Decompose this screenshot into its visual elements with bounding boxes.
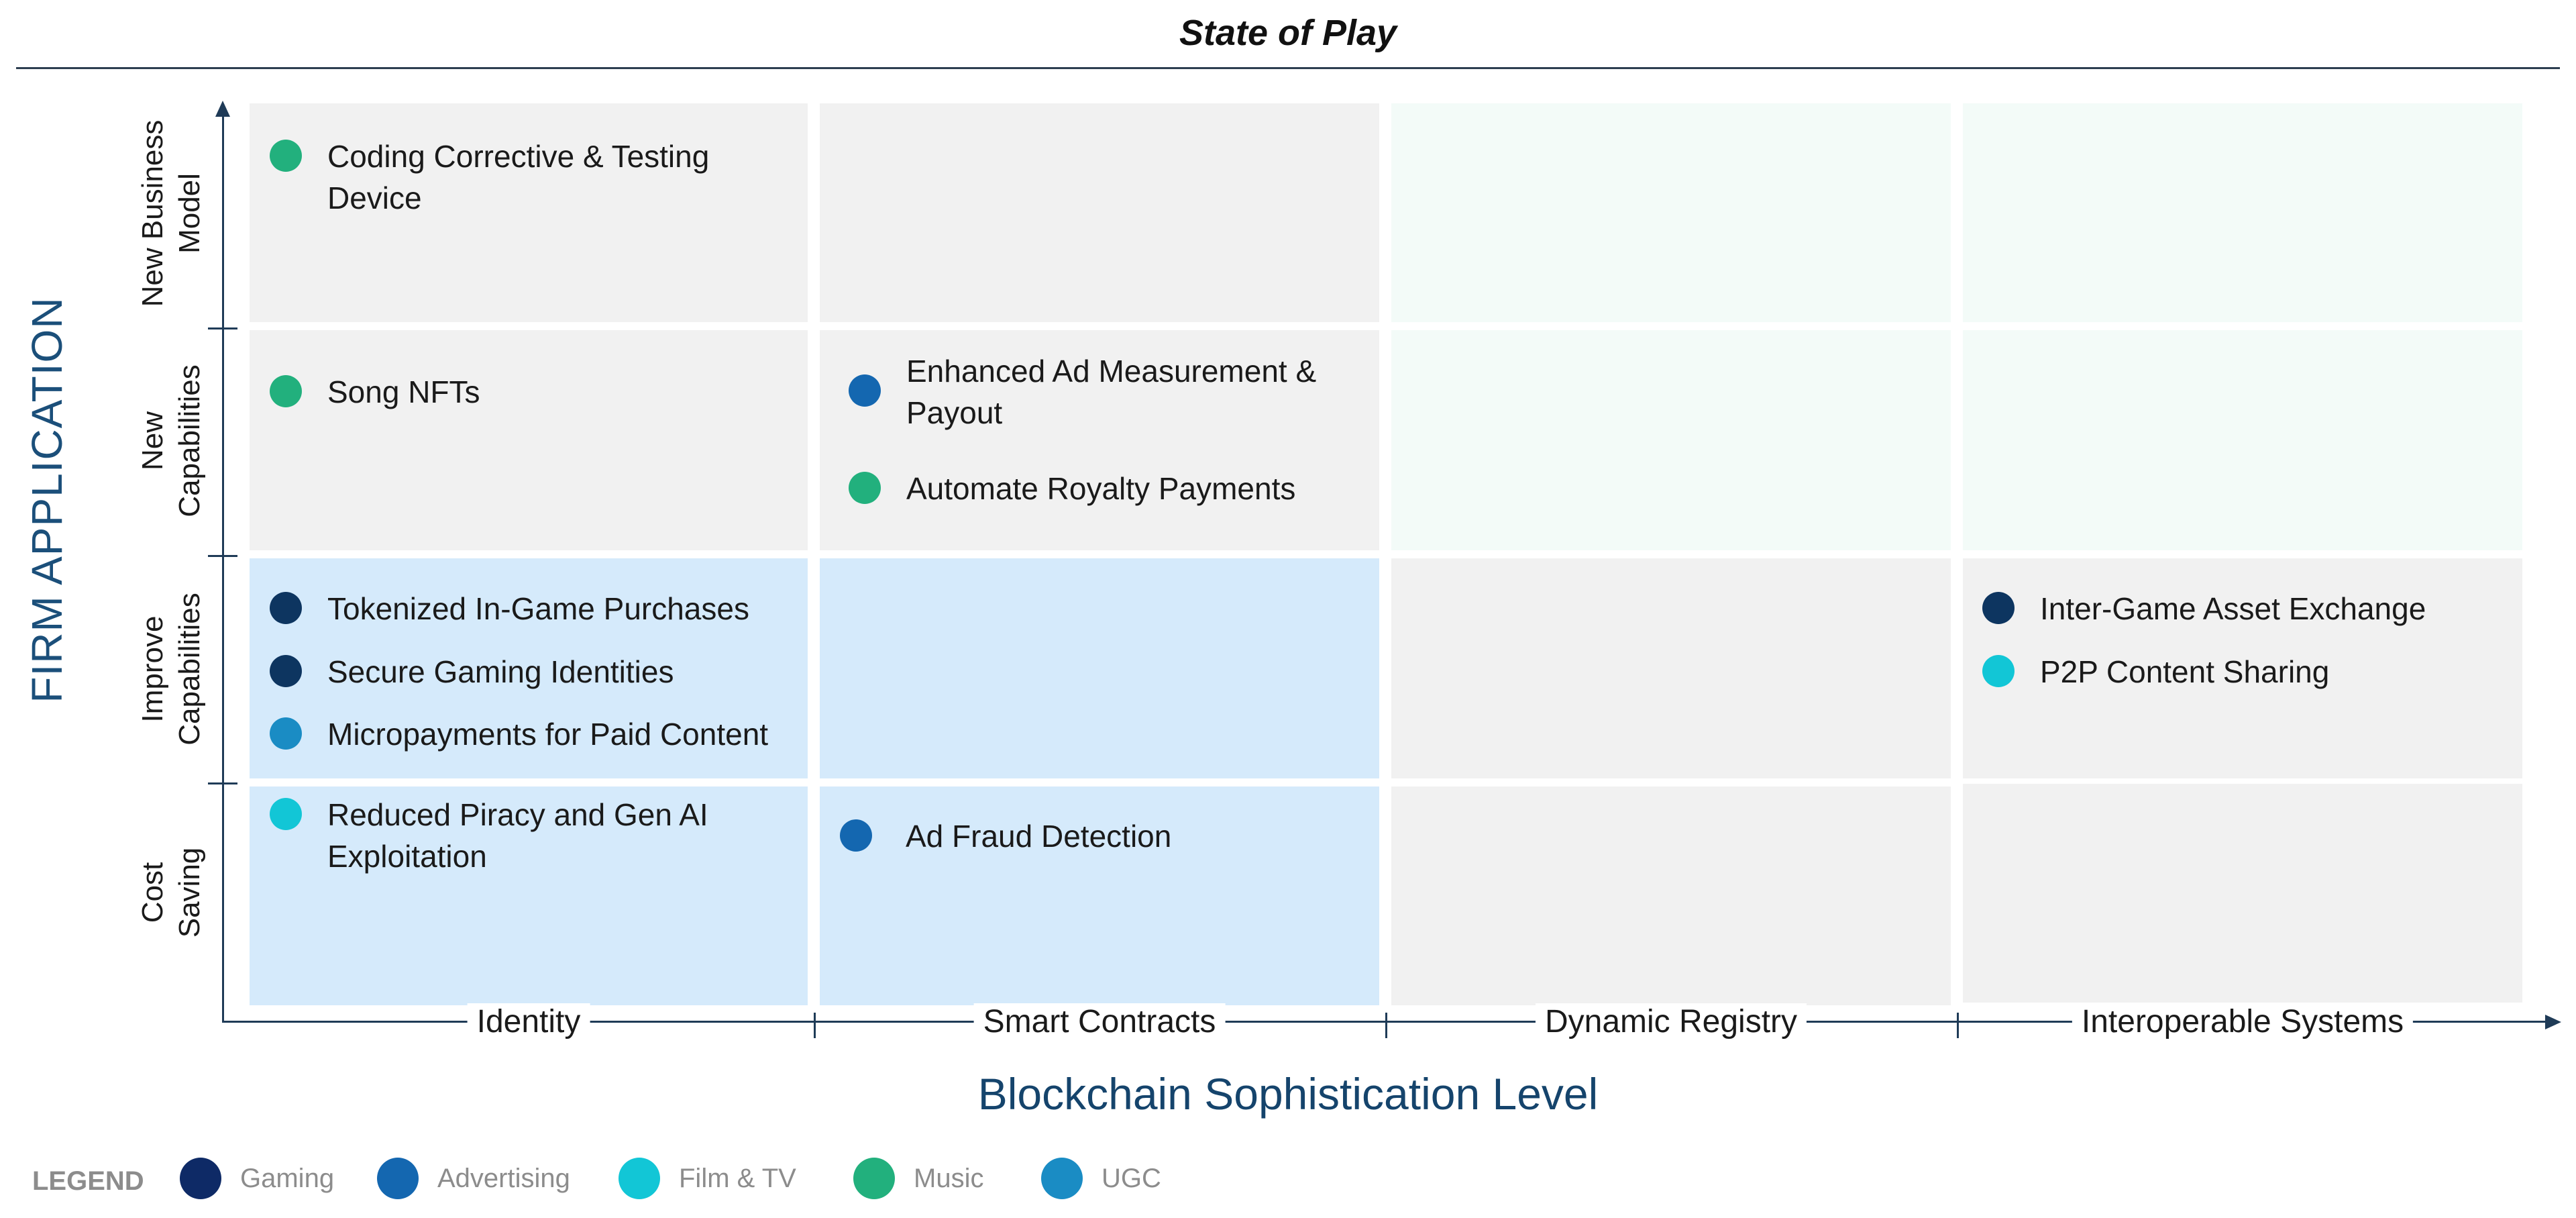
music-dot-icon xyxy=(270,140,302,172)
y-axis-title: FIRM APPLICATION xyxy=(23,297,71,703)
item-p2p-content-sharing: P2P Content Sharing xyxy=(1982,651,2519,693)
item-coding-corrective-testing-device: Coding Corrective & Testing Device xyxy=(270,136,780,219)
y-axis-tick xyxy=(208,327,237,329)
cell-new-business-model-identity xyxy=(250,103,808,322)
legend-item-music: Music xyxy=(853,1158,983,1199)
legend-label: UGC xyxy=(1102,1163,1161,1193)
row-label-line: New Business xyxy=(136,119,169,307)
column-label-identity: Identity xyxy=(467,1003,590,1040)
item-ad-fraud-detection: Ad Fraud Detection xyxy=(840,815,1363,857)
music-dot-icon xyxy=(849,472,881,504)
cell-new-capabilities-identity xyxy=(250,330,808,550)
legend-title: LEGEND xyxy=(32,1166,144,1196)
row-label-line: Capabilities xyxy=(173,364,206,517)
advertising-dot-icon xyxy=(849,374,881,407)
ugc-dot-icon xyxy=(1041,1158,1083,1199)
cell-cost-saving-interoperable-systems xyxy=(1963,784,2522,1003)
legend-item-advertising: Advertising xyxy=(377,1158,570,1199)
item-secure-gaming-identities: Secure Gaming Identities xyxy=(270,651,806,693)
item-label: Song NFTs xyxy=(327,374,480,409)
item-label: Ad Fraud Detection xyxy=(906,819,1172,854)
legend-label: Music xyxy=(914,1163,984,1193)
item-automate-royalty-payments: Automate Royalty Payments xyxy=(849,468,1358,509)
column-label-interoperable-systems: Interoperable Systems xyxy=(2072,1003,2414,1040)
x-axis-line xyxy=(222,1021,2546,1023)
row-label-line: Improve xyxy=(136,615,169,723)
item-micropayments-for-paid-content: Micropayments for Paid Content xyxy=(270,713,806,755)
advertising-dot-icon xyxy=(840,819,872,852)
legend-item-ugc: UGC xyxy=(1041,1158,1161,1199)
legend-label: Gaming xyxy=(240,1163,335,1193)
item-label: Reduced Piracy and Gen AI Exploitation xyxy=(327,797,708,874)
item-label: Secure Gaming Identities xyxy=(327,654,674,689)
advertising-dot-icon xyxy=(377,1158,419,1199)
cell-new-capabilities-smart-contracts xyxy=(820,330,1379,550)
x-axis-tick xyxy=(814,1013,816,1038)
item-label: Enhanced Ad Measurement & Payout xyxy=(906,354,1317,430)
row-label-line: Saving xyxy=(173,847,206,938)
item-label: Coding Corrective & Testing Device xyxy=(327,139,710,215)
legend-item-film-tv: Film & TV xyxy=(619,1158,796,1199)
cell-new-business-model-dynamic-registry xyxy=(1391,103,1951,322)
gaming-dot-icon xyxy=(270,592,302,624)
item-label: Tokenized In-Game Purchases xyxy=(327,591,749,626)
film-tv-dot-icon xyxy=(1982,655,2015,687)
y-axis-tick xyxy=(208,782,237,784)
legend-item-gaming: Gaming xyxy=(180,1158,334,1199)
item-label: Inter-Game Asset Exchange xyxy=(2040,591,2426,626)
item-label: Micropayments for Paid Content xyxy=(327,717,769,752)
row-label-line: Model xyxy=(173,173,206,254)
x-axis-title: Blockchain Sophistication Level xyxy=(977,1069,1599,1119)
cell-new-business-model-smart-contracts xyxy=(820,103,1379,322)
legend-label: Film & TV xyxy=(679,1163,796,1193)
cell-new-capabilities-interoperable-systems xyxy=(1963,330,2522,550)
y-axis-line xyxy=(222,113,224,1023)
row-label-cost-saving: Cost Saving xyxy=(134,848,208,938)
music-dot-icon xyxy=(270,375,302,407)
title-divider xyxy=(16,67,2560,69)
item-label: P2P Content Sharing xyxy=(2040,654,2330,689)
cell-cost-saving-smart-contracts xyxy=(820,786,1379,1005)
y-axis-tick xyxy=(208,555,237,557)
x-axis-tick xyxy=(1385,1013,1387,1038)
item-tokenized-in-game-purchases: Tokenized In-Game Purchases xyxy=(270,588,806,629)
row-label-improve-capabilities: Improve Capabilities xyxy=(134,593,208,745)
item-reduced-piracy-gen-ai-exploitation: Reduced Piracy and Gen AI Exploitation xyxy=(270,794,780,877)
cell-cost-saving-dynamic-registry xyxy=(1391,786,1951,1005)
item-inter-game-asset-exchange: Inter-Game Asset Exchange xyxy=(1982,588,2519,629)
y-axis-arrow xyxy=(215,101,230,117)
diagram-title: State of Play xyxy=(1179,13,1397,53)
item-enhanced-ad-measurement-payout: Enhanced Ad Measurement & Payout xyxy=(849,350,1358,434)
x-axis-tick xyxy=(1957,1013,1959,1038)
item-label: Automate Royalty Payments xyxy=(906,471,1296,506)
row-label-line: Capabilities xyxy=(173,593,206,746)
x-axis-arrow xyxy=(2545,1015,2561,1029)
gaming-dot-icon xyxy=(270,655,302,687)
column-label-dynamic-registry: Dynamic Registry xyxy=(1535,1003,1807,1040)
gaming-dot-icon xyxy=(1982,592,2015,624)
cell-new-business-model-interoperable-systems xyxy=(1963,103,2522,322)
ugc-dot-icon xyxy=(270,717,302,750)
gaming-dot-icon xyxy=(180,1158,221,1199)
cell-cost-saving-identity xyxy=(250,786,808,1005)
cell-improve-capabilities-smart-contracts xyxy=(820,558,1379,778)
column-label-smart-contracts: Smart Contracts xyxy=(973,1003,1226,1040)
film-tv-dot-icon xyxy=(619,1158,660,1199)
row-label-line: New xyxy=(136,411,169,471)
row-label-new-capabilities: New Capabilities xyxy=(134,364,208,517)
music-dot-icon xyxy=(853,1158,895,1199)
row-label-new-business-model: New Business Model xyxy=(134,120,208,307)
item-song-nfts: Song NFTs xyxy=(270,371,780,413)
row-label-line: Cost xyxy=(136,862,169,923)
cell-improve-capabilities-dynamic-registry xyxy=(1391,558,1951,778)
cell-improve-capabilities-interoperable-systems xyxy=(1963,558,2522,778)
cell-improve-capabilities-identity xyxy=(250,558,808,778)
legend-label: Advertising xyxy=(437,1163,570,1193)
cell-new-capabilities-dynamic-registry xyxy=(1391,330,1951,550)
film-tv-dot-icon xyxy=(270,798,302,830)
